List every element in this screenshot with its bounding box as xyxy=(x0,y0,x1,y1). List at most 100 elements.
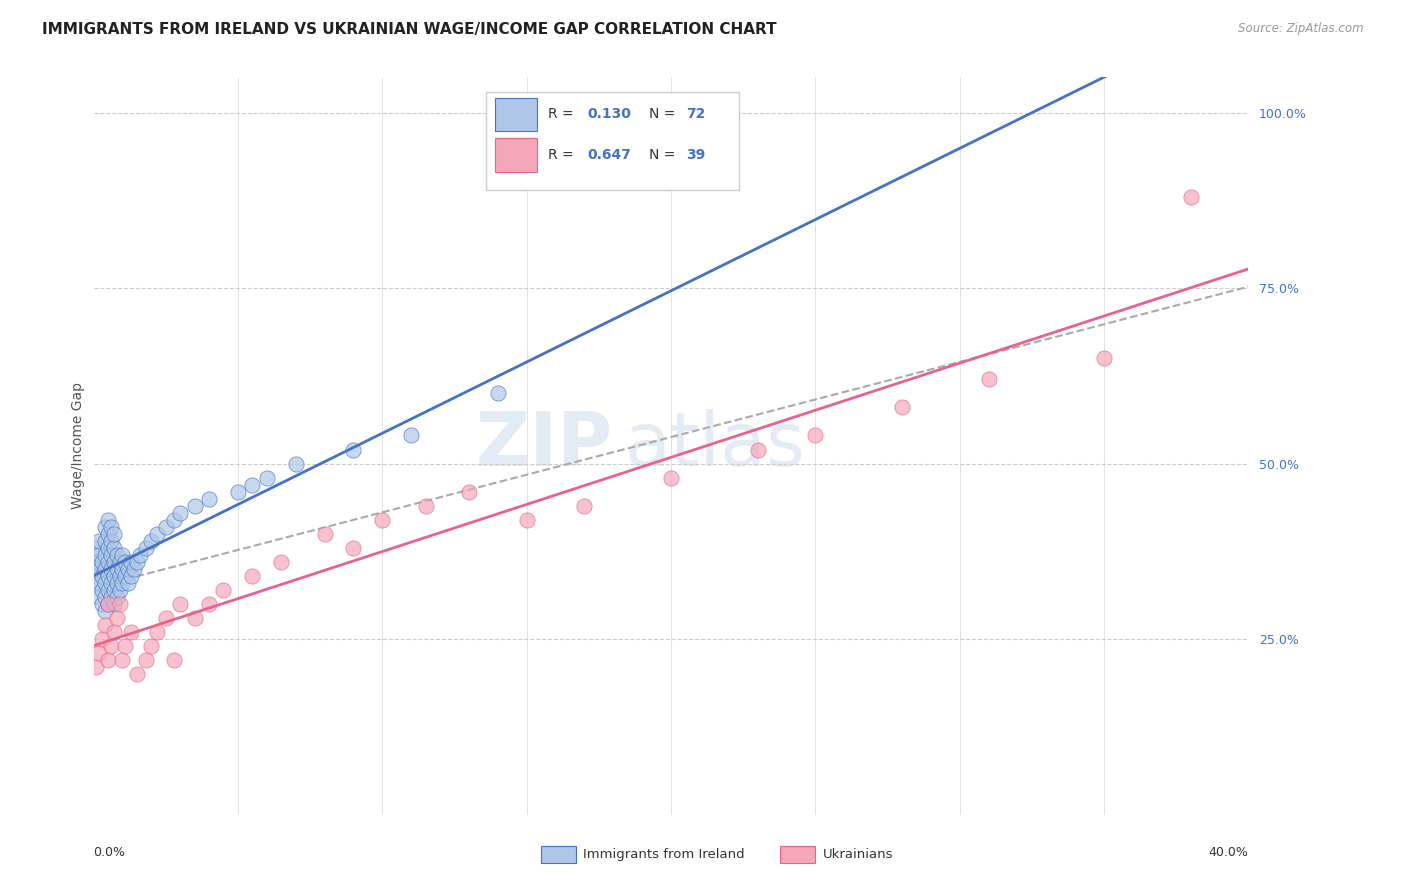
Point xyxy=(89,646,111,660)
Point xyxy=(89,548,111,562)
Point xyxy=(155,611,177,625)
Point xyxy=(141,639,163,653)
Point xyxy=(108,569,131,583)
Text: ZIP: ZIP xyxy=(477,409,613,483)
Point xyxy=(1180,190,1202,204)
Point xyxy=(804,428,827,442)
Text: IMMIGRANTS FROM IRELAND VS UKRAINIAN WAGE/INCOME GAP CORRELATION CHART: IMMIGRANTS FROM IRELAND VS UKRAINIAN WAG… xyxy=(42,22,776,37)
Point xyxy=(371,513,394,527)
Point xyxy=(256,470,278,484)
Point xyxy=(141,533,163,548)
Point xyxy=(103,526,125,541)
Point xyxy=(111,653,134,667)
Point xyxy=(100,639,122,653)
Point xyxy=(105,548,128,562)
Point xyxy=(94,520,117,534)
Point xyxy=(240,477,263,491)
Point xyxy=(128,548,150,562)
Point xyxy=(89,575,111,590)
Point xyxy=(163,653,186,667)
Text: N =: N = xyxy=(650,107,681,121)
Point xyxy=(103,625,125,640)
Point xyxy=(270,555,292,569)
Point xyxy=(94,590,117,604)
Point xyxy=(163,513,186,527)
Point xyxy=(105,575,128,590)
Point xyxy=(146,625,169,640)
Point xyxy=(183,499,205,513)
Point xyxy=(94,548,117,562)
Text: 40.0%: 40.0% xyxy=(1209,847,1249,859)
Point xyxy=(94,618,117,632)
Point xyxy=(100,575,122,590)
Point xyxy=(114,639,136,653)
Point xyxy=(659,470,682,484)
Point xyxy=(342,541,364,555)
Point xyxy=(97,526,120,541)
Point xyxy=(111,562,134,576)
Point xyxy=(747,442,769,457)
Point xyxy=(100,590,122,604)
Text: 0.130: 0.130 xyxy=(588,107,631,121)
Point xyxy=(135,541,157,555)
Point xyxy=(94,562,117,576)
Point xyxy=(183,611,205,625)
Point xyxy=(94,604,117,618)
Point xyxy=(94,533,117,548)
Text: Immigrants from Ireland: Immigrants from Ireland xyxy=(583,848,745,861)
Text: Ukrainians: Ukrainians xyxy=(823,848,893,861)
Point xyxy=(108,555,131,569)
Point xyxy=(97,555,120,569)
Point xyxy=(120,569,142,583)
Point xyxy=(91,632,114,646)
Point xyxy=(105,611,128,625)
Point xyxy=(103,582,125,597)
Point xyxy=(91,582,114,597)
Point xyxy=(314,526,336,541)
Point xyxy=(86,541,108,555)
Point xyxy=(1092,351,1115,366)
Point xyxy=(89,562,111,576)
Point xyxy=(125,555,148,569)
Point xyxy=(240,569,263,583)
Point xyxy=(120,555,142,569)
Point xyxy=(117,562,139,576)
Point xyxy=(212,582,235,597)
Text: atlas: atlas xyxy=(624,409,806,483)
Text: 72: 72 xyxy=(686,107,706,121)
Point xyxy=(146,526,169,541)
Point xyxy=(457,484,479,499)
Point xyxy=(198,491,221,506)
Point xyxy=(103,541,125,555)
Point xyxy=(97,597,120,611)
Point xyxy=(105,590,128,604)
Point xyxy=(135,653,157,667)
Point xyxy=(103,597,125,611)
Point xyxy=(399,428,422,442)
Point xyxy=(91,597,114,611)
Y-axis label: Wage/Income Gap: Wage/Income Gap xyxy=(72,383,86,509)
Point xyxy=(97,541,120,555)
Point xyxy=(100,533,122,548)
Point xyxy=(890,401,912,415)
Point xyxy=(103,569,125,583)
Point xyxy=(91,569,114,583)
Point xyxy=(342,442,364,457)
Point xyxy=(97,513,120,527)
Text: R =: R = xyxy=(548,147,578,161)
Text: Source: ZipAtlas.com: Source: ZipAtlas.com xyxy=(1239,22,1364,36)
Point xyxy=(117,575,139,590)
Point xyxy=(97,653,120,667)
Text: 0.0%: 0.0% xyxy=(94,847,125,859)
Point xyxy=(108,597,131,611)
Point xyxy=(86,555,108,569)
Point xyxy=(97,597,120,611)
Point xyxy=(105,562,128,576)
Point xyxy=(120,625,142,640)
Point xyxy=(97,569,120,583)
Point xyxy=(111,575,134,590)
Point xyxy=(100,520,122,534)
Text: N =: N = xyxy=(650,147,681,161)
Point xyxy=(226,484,249,499)
Point xyxy=(169,506,191,520)
